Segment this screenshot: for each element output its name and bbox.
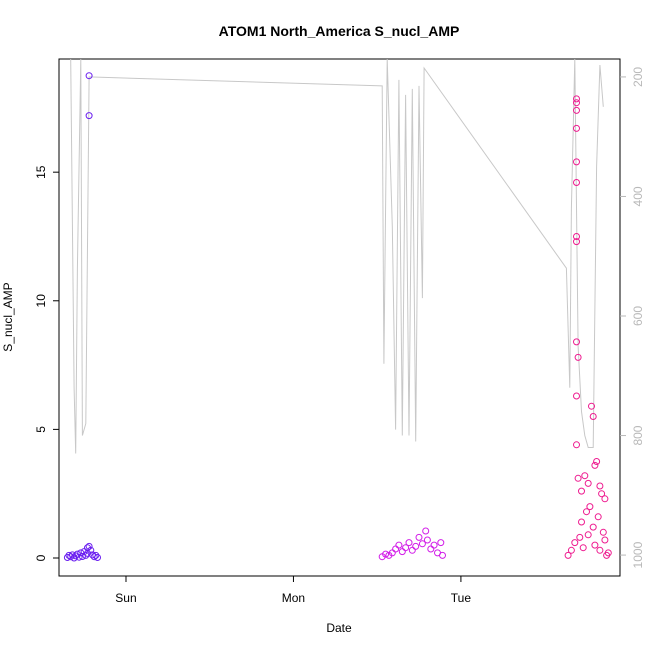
x-tick-label-2: Tue [451, 591, 472, 605]
data-point-2-12 [574, 353, 582, 361]
y-tick-label-3: 15 [34, 165, 48, 179]
data-point-1-11 [415, 533, 423, 541]
data-point-0-20 [85, 72, 93, 80]
data-point-2-11 [573, 338, 580, 346]
data-point-2-0 [564, 551, 572, 559]
data-point-2-8 [573, 179, 580, 186]
data-point-0-7 [75, 553, 83, 561]
data-point-0-9 [78, 553, 86, 560]
data-point-1-18 [437, 539, 445, 547]
data-point-2-5 [573, 106, 580, 114]
data-point-0-2 [67, 553, 75, 561]
data-point-2-24 [598, 490, 606, 498]
y-axis-label: S_nucl_AMP [1, 282, 15, 351]
y2-tick-label-3: 800 [631, 425, 645, 445]
data-point-1-6 [398, 548, 406, 556]
data-point-2-9 [573, 233, 580, 240]
data-point-1-15 [427, 545, 435, 553]
data-point-2-1 [567, 546, 575, 554]
data-point-2-21 [591, 461, 599, 469]
data-point-0-19 [84, 544, 91, 552]
y2-tick-label-0: 200 [631, 67, 645, 87]
data-point-2-15 [574, 474, 582, 482]
data-point-2-19 [588, 402, 595, 410]
data-point-2-39 [604, 549, 612, 557]
x-tick-label-1: Mon [282, 591, 305, 605]
data-point-1-16 [430, 541, 438, 549]
data-point-2-36 [596, 546, 604, 554]
y2-tick-label-2: 600 [631, 306, 645, 326]
data-point-2-34 [584, 531, 592, 539]
secondary-y-axis: 200 400 600 800 1000 [620, 67, 645, 568]
data-point-2-27 [583, 508, 590, 516]
data-point-2-4 [573, 99, 580, 107]
data-point-2-22 [593, 458, 601, 465]
x-tick-label-0: Sun [115, 591, 136, 605]
data-point-2-37 [601, 536, 609, 544]
data-point-0-5 [72, 552, 80, 560]
data-point-0-17 [92, 551, 100, 559]
data-point-2-17 [581, 472, 589, 480]
data-point-2-35 [591, 541, 599, 549]
data-point-2-10 [573, 238, 580, 246]
data-point-1-9 [408, 546, 416, 554]
data-point-2-3 [573, 95, 580, 103]
y-tick-label-0: 0 [34, 554, 48, 561]
data-point-2-13 [573, 392, 580, 400]
chart-title: ATOM1 North_America S_nucl_AMP [219, 23, 460, 39]
data-point-2-6 [573, 124, 580, 132]
data-point-2-28 [586, 503, 594, 511]
data-point-0-10 [80, 548, 88, 556]
data-point-1-10 [412, 542, 420, 550]
data-point-2-14 [573, 441, 580, 449]
data-point-2-32 [576, 533, 584, 541]
data-point-2-20 [589, 413, 597, 420]
data-point-2-2 [571, 539, 579, 547]
series-layer [63, 58, 612, 562]
y-tick-label-2: 10 [34, 294, 48, 308]
data-point-1-5 [395, 541, 403, 549]
data-point-1-14 [423, 536, 431, 544]
data-point-0-18 [94, 554, 101, 561]
data-point-0-21 [85, 112, 93, 120]
data-point-1-13 [422, 527, 430, 535]
data-point-0-11 [82, 551, 90, 559]
data-point-2-23 [596, 482, 604, 490]
data-point-0-16 [90, 553, 98, 561]
series-line-3 [70, 58, 604, 454]
data-point-2-16 [578, 487, 585, 495]
data-point-2-18 [584, 479, 592, 487]
y-axis: 0 5 10 15 [34, 165, 59, 561]
data-point-1-7 [402, 544, 410, 552]
plot-area [58, 58, 621, 577]
data-point-1-12 [418, 540, 426, 548]
x-axis: Sun Mon Tue [115, 576, 471, 605]
data-point-2-30 [594, 513, 602, 521]
data-point-2-7 [573, 158, 580, 166]
data-point-0-13 [85, 542, 93, 550]
data-point-1-8 [405, 539, 413, 547]
data-point-2-25 [601, 495, 609, 503]
data-point-1-4 [392, 545, 400, 553]
data-point-2-33 [579, 544, 587, 552]
y2-tick-label-4: 1000 [631, 541, 645, 568]
data-point-2-26 [578, 518, 585, 526]
y-tick-label-1: 5 [34, 426, 48, 433]
y2-tick-label-1: 400 [631, 186, 645, 206]
data-point-2-29 [589, 523, 597, 531]
data-point-1-19 [439, 551, 446, 559]
x-axis-label: Date [326, 621, 352, 635]
data-point-1-1 [382, 550, 390, 558]
data-point-2-31 [599, 528, 607, 536]
